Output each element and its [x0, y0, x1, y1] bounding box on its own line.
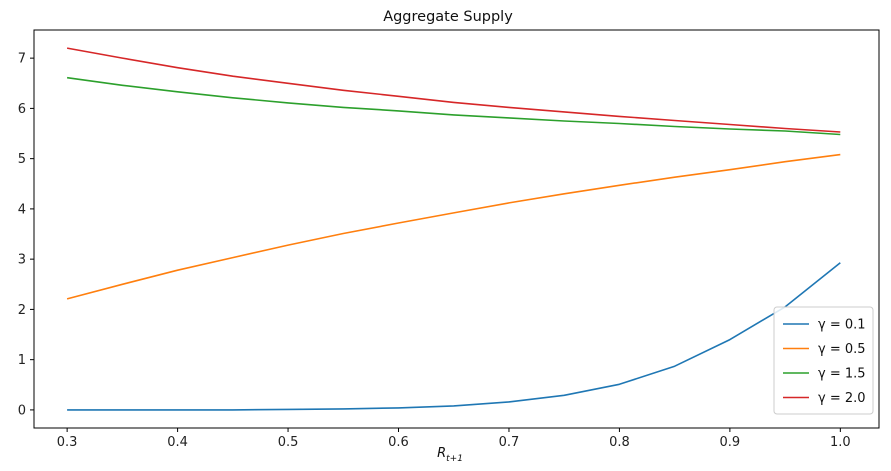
legend-box: [773, 306, 874, 415]
y-tick-label: 1: [18, 353, 26, 368]
series-line-3: [66, 76, 841, 136]
legend-entry-label: γ = 0.1: [818, 318, 866, 333]
x-tick-label: 0.9: [720, 435, 741, 450]
x-tick-label: 0.5: [278, 435, 299, 450]
x-tick-label: 0.8: [609, 435, 630, 450]
series-line-1: [67, 262, 841, 411]
y-tick-label: 4: [18, 202, 26, 217]
x-tick-label: 0.4: [167, 435, 188, 450]
y-tick-label: 6: [18, 102, 26, 117]
x-tick-label: 0.7: [499, 435, 520, 450]
x-tick-label: 0.6: [388, 435, 409, 450]
x-tick-label: 0.3: [57, 435, 78, 450]
series-line-2: [66, 153, 841, 300]
x-axis-label-subscript: t+1: [446, 454, 463, 464]
y-tick-label: 2: [18, 303, 26, 318]
series-line-4: [66, 47, 841, 133]
legend-entry-label: γ = 1.5: [818, 367, 866, 382]
legend: γ = 0.1 γ = 0.5 γ = 1.5 γ = 2.0: [773, 306, 874, 415]
y-axis: 0 1 2 3 4 5 6 7: [18, 52, 34, 418]
x-tick-label: 1.0: [830, 435, 851, 450]
plot-frame: [33, 29, 880, 429]
chart-title: Aggregate Supply: [383, 9, 513, 25]
legend-entry-label: γ = 0.5: [818, 342, 866, 357]
x-axis-label-main: R: [437, 446, 446, 461]
x-axis: 0.3 0.4 0.5 0.6 0.7 0.8 0.9 1.0: [57, 428, 851, 450]
legend-entry-label: γ = 2.0: [818, 391, 866, 406]
y-tick-label: 7: [18, 52, 26, 67]
y-tick-label: 3: [18, 253, 26, 268]
x-axis-label: Rt+1: [437, 446, 463, 464]
plot-area: [66, 47, 841, 411]
y-tick-label: 5: [18, 152, 26, 167]
y-tick-label: 0: [18, 403, 26, 418]
